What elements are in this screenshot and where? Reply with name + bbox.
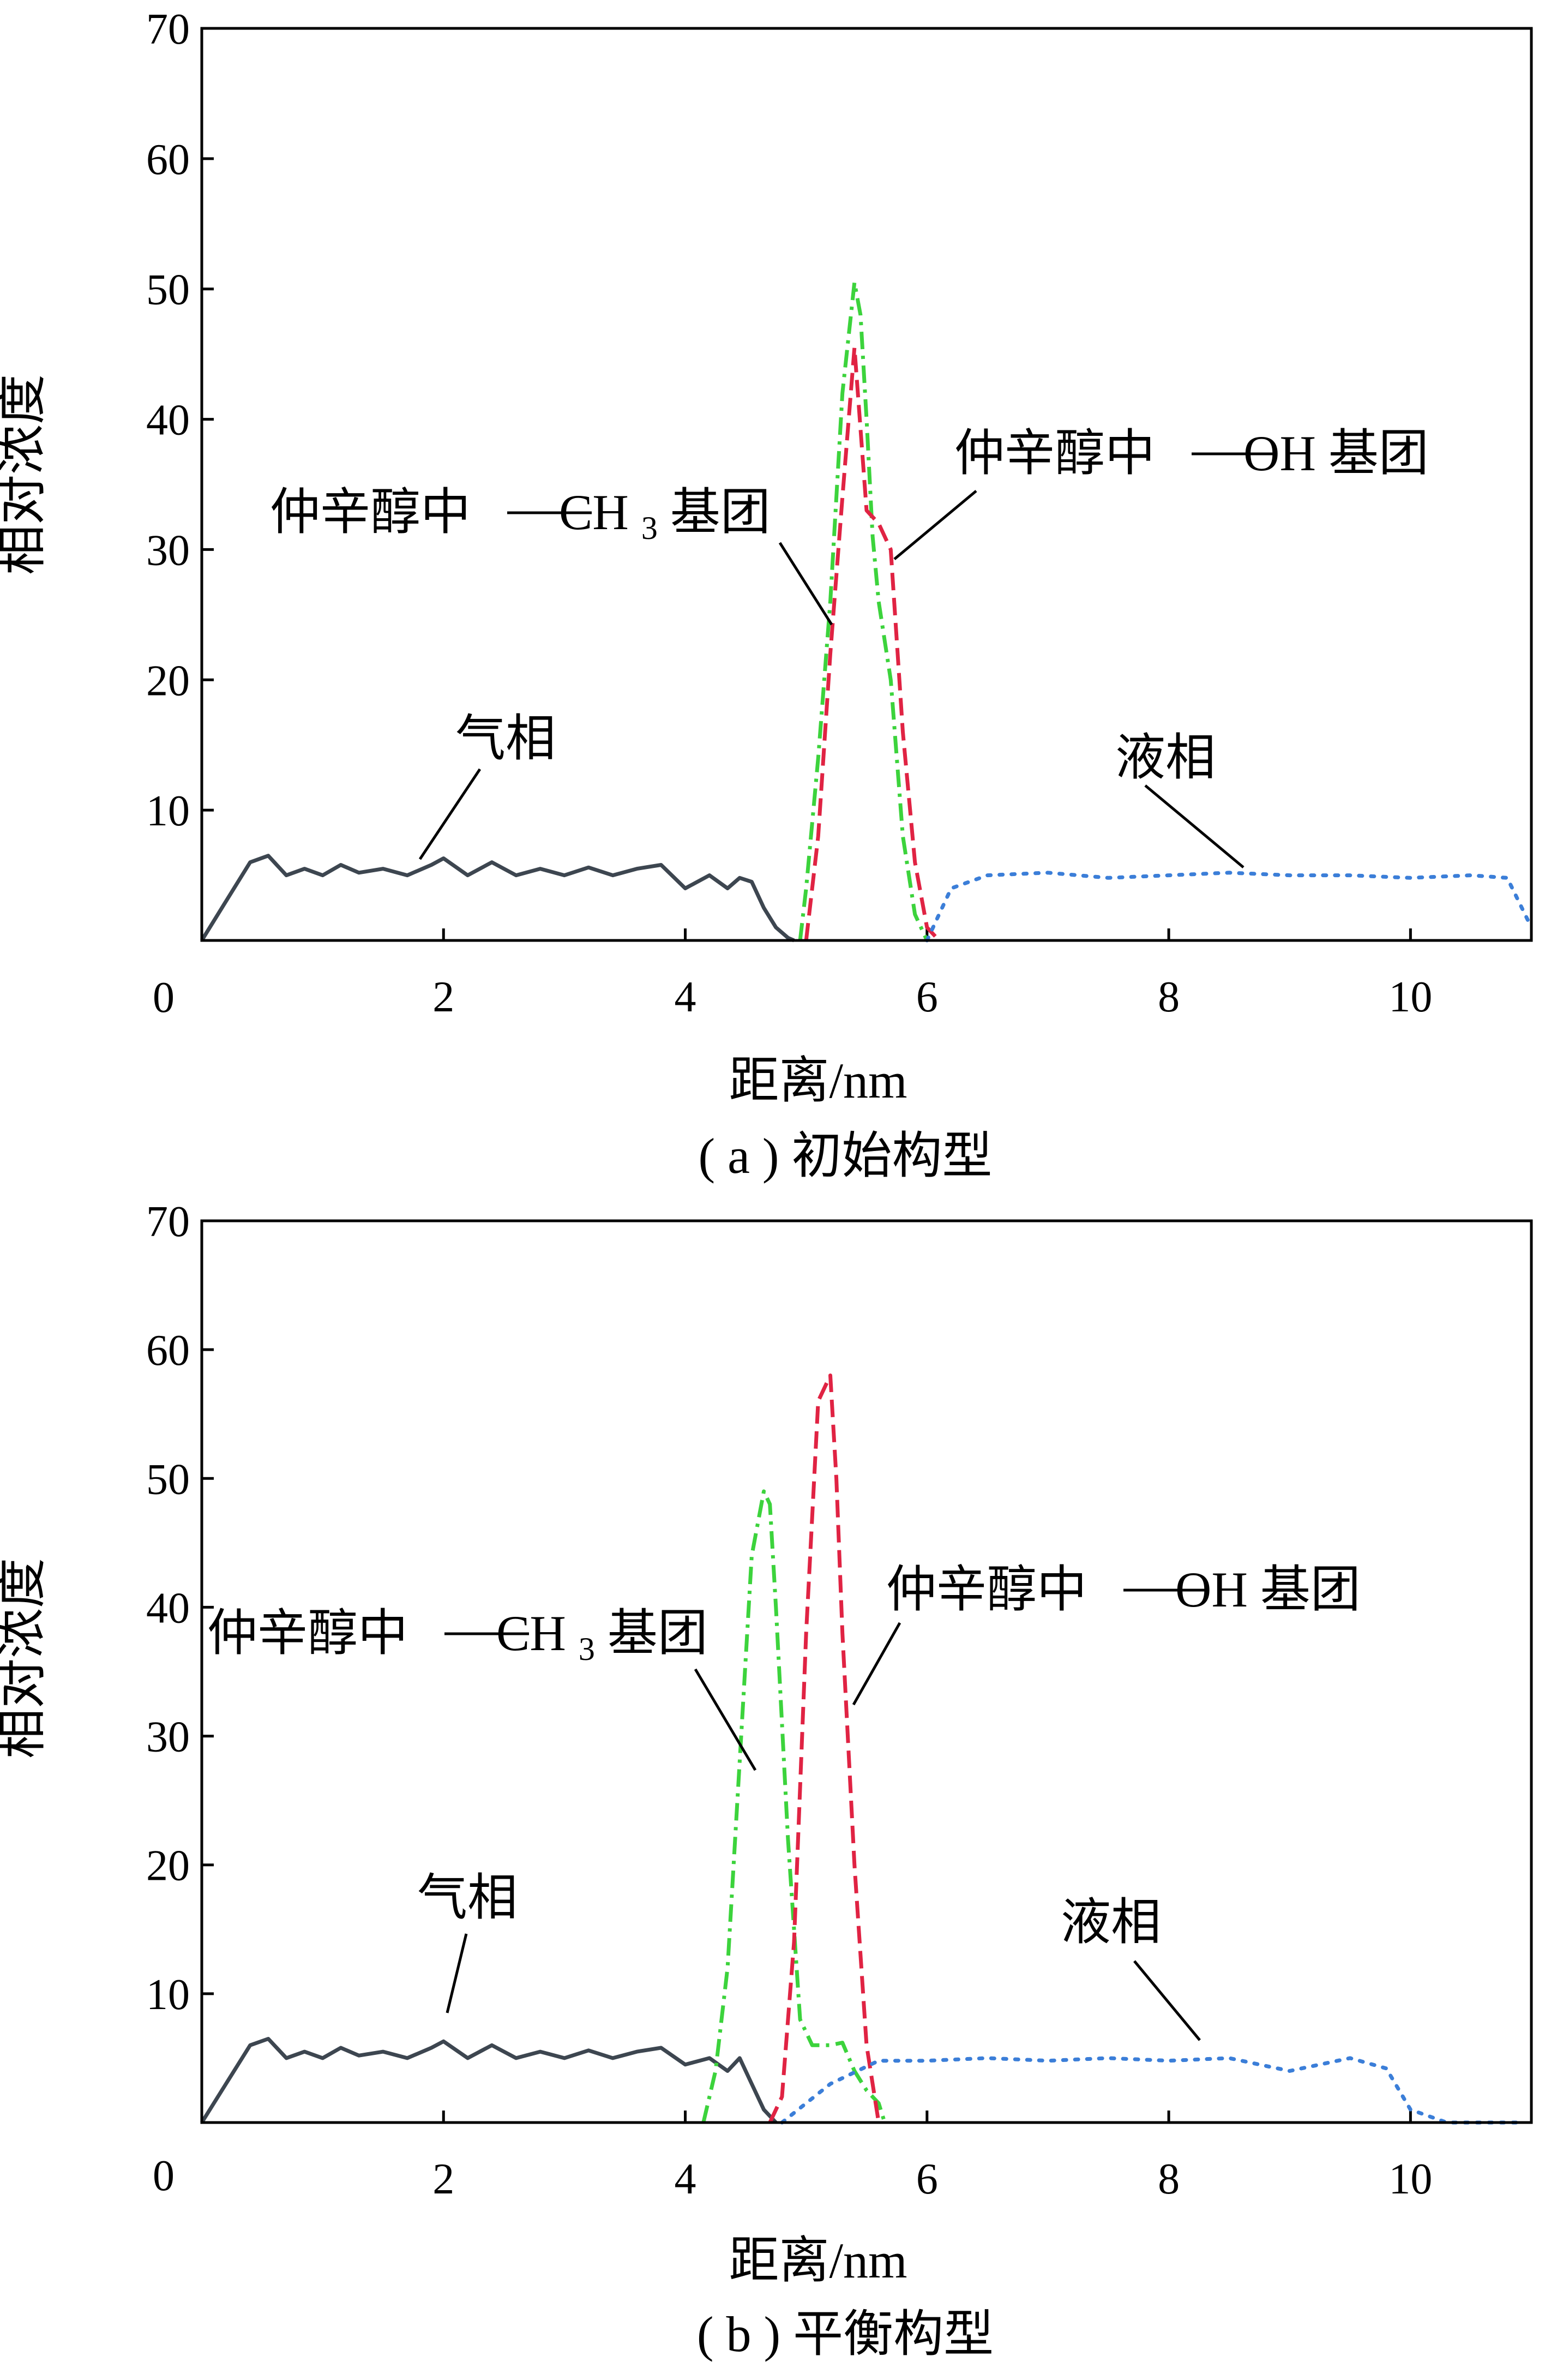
- panel-a-xtick-label-6: 6: [916, 973, 938, 1021]
- panel-a-ch3-sub: 3: [641, 510, 658, 546]
- panel-a: 相对浓度 10 20 30 40 50 60 70 2 4 6 8 10 0 距离/nm ( a ) …: [0, 5, 1534, 1184]
- panel-a-gas-phase-curve: [200, 854, 795, 943]
- panel-a-ytick-label-30: 30: [146, 526, 190, 574]
- panel-b-xtick-label-10: 10: [1388, 2155, 1432, 2203]
- panel-a-annotation-ch3: 仲辛醇中 — CH 3 基团: [270, 484, 771, 550]
- panel-b-xtick-label-8: 8: [1158, 2155, 1180, 2203]
- panel-a-caption: ( a ) 初始构型: [698, 1128, 992, 1184]
- panel-b-ch3-prefix: 仲辛醇中: [207, 1605, 408, 1661]
- panel-a-ch3-group-curve: [798, 280, 929, 942]
- panel-b-leader-gas: [446, 1933, 468, 2013]
- panel-b-gas-phase-curve: [200, 2037, 778, 2124]
- panel-b-ch3-group-curve: [701, 1489, 887, 2124]
- panel-b-leader-ch3: [694, 1668, 757, 1771]
- panel-b-xtick-label-6: 6: [916, 2155, 938, 2203]
- panel-a-leader-oh: [893, 490, 977, 560]
- panel-a-xtick-label-10: 10: [1388, 973, 1432, 1021]
- panel-a-xtick-label-2: 2: [432, 973, 454, 1021]
- panel-b-ytick-label-40: 40: [146, 1584, 190, 1632]
- panel-a-ytick-label-10: 10: [146, 787, 190, 835]
- panel-a-annotation-gas-phase: 气相: [455, 711, 556, 766]
- panel-a-ytick-label-70: 70: [146, 5, 190, 53]
- panel-a-annotation-liquid-phase: 液相: [1115, 730, 1216, 786]
- panel-a-ytick-label-50: 50: [146, 266, 190, 314]
- panel-b-origin-label: 0: [153, 2152, 175, 2200]
- panel-b-annotation-ch3: 仲辛醇中 — CH 3 基团: [207, 1605, 708, 1671]
- panel-b-yaxis-title: 相对浓度: [0, 1558, 50, 1759]
- panel-b-oh-prefix: 仲辛醇中: [886, 1562, 1087, 1617]
- panel-a-frame: [200, 27, 1533, 942]
- panel-b-annotation-liquid-phase: 液相: [1061, 1895, 1161, 1950]
- panel-a-leader-liquid: [1144, 784, 1245, 868]
- panel-b-xtick-label-4: 4: [675, 2155, 696, 2203]
- panel-a-ytick-label-20: 20: [146, 657, 190, 705]
- panel-a-xtick-label-8: 8: [1158, 973, 1180, 1021]
- panel-a-leader-gas: [418, 768, 482, 860]
- panel-b-oh-group-curve: [768, 1373, 881, 2124]
- panel-b-ytick-label-50: 50: [146, 1455, 190, 1503]
- panel-a-leader-ch3: [778, 542, 833, 626]
- panel-b-annotation-oh: 仲辛醇中 — OH 基团: [886, 1562, 1361, 1617]
- panel-b-xlabel: 距离/nm: [729, 2233, 907, 2288]
- panel-b-oh-suffix: 基团: [1260, 1562, 1361, 1617]
- panel-a-ytick-label-60: 60: [146, 136, 190, 184]
- panel-b-caption: ( b ) 平衡构型: [697, 2306, 994, 2362]
- panel-b-ytick-label-70: 70: [146, 1198, 190, 1246]
- panel-a-ylabel: 相对浓度: [0, 374, 50, 575]
- panel-b-ch3-sub: 3: [579, 1631, 595, 1667]
- panel-a-ytick-label-40: 40: [146, 397, 190, 445]
- panel-a-yaxis-title: 相对浓度: [0, 374, 50, 575]
- panel-b-ytick-label-60: 60: [146, 1327, 190, 1375]
- panel-b: 相对浓度 10 20 30 40 50 60 70 2 4 6 8 10 0 距离/nm ( b ) …: [0, 1198, 1533, 2362]
- panel-a-liquid-phase-curve: [925, 871, 1534, 943]
- panel-a-origin-label: 0: [153, 974, 175, 1022]
- panel-b-leader-liquid: [1133, 1960, 1201, 2041]
- panel-b-xtick-label-2: 2: [432, 2155, 454, 2203]
- panel-a-oh-suffix: 基团: [1328, 425, 1429, 481]
- panel-a-annotation-oh: 仲辛醇中 — OH 基团: [954, 425, 1429, 481]
- panel-b-ch3-suffix: 基团: [608, 1605, 708, 1661]
- panel-b-annotation-gas-phase: 气相: [417, 1870, 518, 1926]
- panel-b-ylabel: 相对浓度: [0, 1558, 50, 1759]
- panel-b-ytick-label-30: 30: [146, 1713, 190, 1761]
- panel-a-xlabel: 距离/nm: [729, 1053, 907, 1108]
- panel-a-oh-group-curve: [804, 345, 941, 942]
- panel-a-oh-prefix: 仲辛醇中: [954, 425, 1155, 481]
- panel-a-xtick-label-4: 4: [675, 973, 696, 1021]
- panel-a-ch3-prefix: 仲辛醇中: [270, 484, 471, 540]
- panel-b-ytick-label-20: 20: [146, 1842, 190, 1890]
- panel-b-liquid-phase-curve: [780, 2056, 1522, 2125]
- panel-a-ch3-suffix: 基团: [670, 484, 771, 540]
- panel-b-leader-oh: [852, 1622, 901, 1706]
- panel-b-ytick-label-10: 10: [146, 1971, 190, 2019]
- panel-b-frame: [200, 1219, 1533, 2124]
